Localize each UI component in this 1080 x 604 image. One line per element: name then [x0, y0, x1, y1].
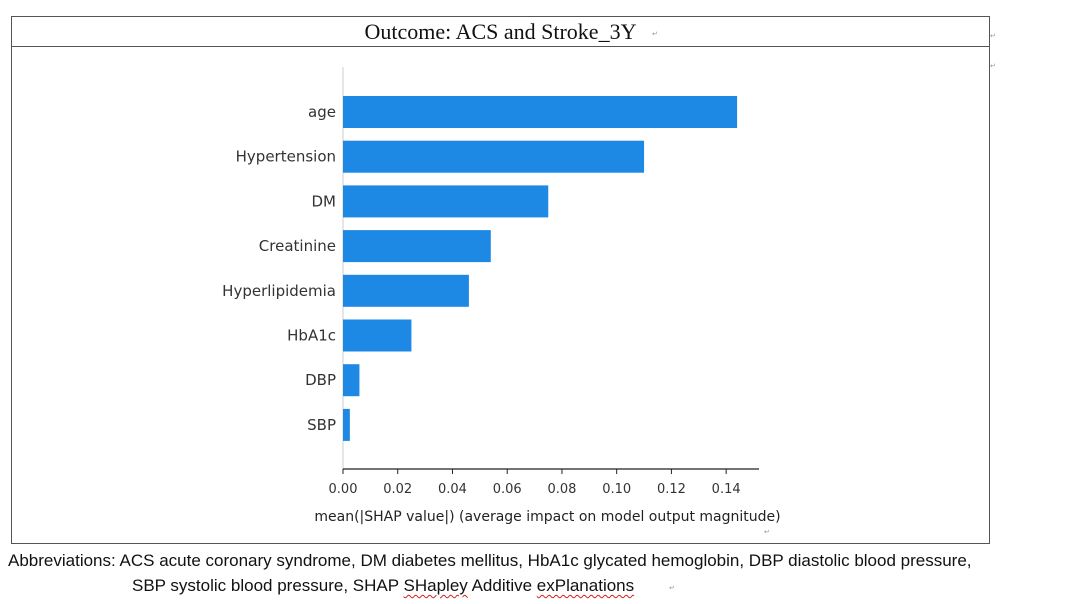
category-label: DM	[312, 192, 337, 210]
abbreviations-caption: Abbreviations: ACS acute coronary syndro…	[8, 548, 1078, 598]
category-label: DBP	[305, 371, 336, 389]
chart-title: Outcome: ACS and Stroke_3Y	[364, 19, 637, 44]
paragraph-mark-icon: ↵	[764, 528, 770, 536]
x-tick-label: 0.10	[602, 482, 631, 497]
caption-line-1: Abbreviations: ACS acute coronary syndro…	[8, 551, 972, 570]
bar-dbp	[343, 364, 360, 397]
caption-line-2: SBP systolic blood pressure, SHAP SHaple…	[8, 573, 1078, 598]
paragraph-mark-icon: ↵	[990, 62, 996, 70]
caption-word-explanations: exPlanations	[536, 576, 635, 595]
title-row: Outcome: ACS and Stroke_3Y	[12, 17, 989, 47]
paragraph-mark-icon: ↵	[669, 584, 675, 592]
bar-hyperlipidemia	[343, 274, 469, 307]
bar-creatinine	[343, 230, 491, 263]
x-tick-label: 0.02	[383, 482, 412, 497]
category-label: age	[308, 103, 336, 121]
x-axis-label: mean(|SHAP value|) (average impact on mo…	[314, 509, 780, 525]
bar-sbp	[343, 408, 350, 441]
bar-hba1c	[343, 319, 412, 352]
category-label: Hypertension	[236, 148, 336, 166]
caption-line-2-middle: Additive	[467, 576, 537, 595]
paragraph-mark-icon: ↵	[990, 32, 996, 40]
paragraph-mark-icon: ↵	[652, 30, 658, 38]
x-tick-label: 0.14	[712, 482, 741, 497]
bar-dm	[343, 185, 549, 218]
x-tick-label: 0.00	[329, 482, 358, 497]
bar-age	[343, 96, 738, 128]
x-tick-label: 0.06	[493, 482, 522, 497]
figure-frame: Outcome: ACS and Stroke_3Y	[11, 16, 990, 544]
bar-hypertension	[343, 140, 645, 173]
x-tick-label: 0.08	[547, 482, 576, 497]
caption-word-shapley: SHapley	[403, 576, 468, 595]
category-label: Creatinine	[259, 237, 336, 255]
caption-line-2-prefix: SBP systolic blood pressure, SHAP	[132, 576, 404, 595]
x-tick-label: 0.04	[438, 482, 467, 497]
category-label: Hyperlipidemia	[222, 282, 336, 300]
x-tick-label: 0.12	[657, 482, 686, 497]
category-label: SBP	[307, 416, 336, 434]
category-label: HbA1c	[287, 327, 336, 345]
